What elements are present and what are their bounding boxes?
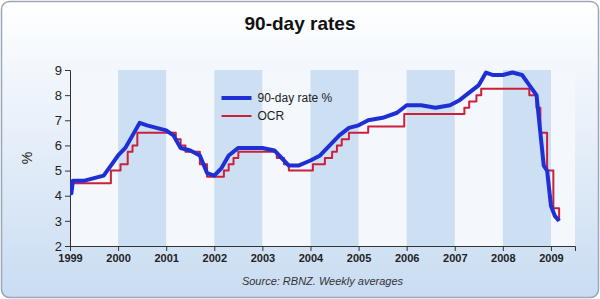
x-axis: 1999200020012002200320042005200620072008… (58, 246, 575, 264)
x-tick: 2006 (395, 246, 419, 264)
x-tick: 2002 (203, 246, 227, 264)
x-tick: 2000 (106, 246, 130, 264)
plot-area (70, 70, 575, 246)
x-tick-mark (455, 246, 456, 251)
lines (70, 73, 559, 221)
y-axis: 2 3 4 5 6 7 8 9 (55, 63, 71, 254)
chart-container: 90-day rates1999200020012002200320042005… (0, 0, 600, 299)
x-tick-label: 2007 (443, 252, 467, 264)
background (2, 2, 599, 298)
x-tick: 2009 (539, 246, 563, 264)
y-tick: 5 (55, 163, 70, 178)
x-tick-label: 2004 (299, 252, 324, 264)
y-tick-mark (65, 120, 70, 121)
x-tick-label: 2001 (154, 252, 178, 264)
y-tick-mark (65, 145, 70, 146)
x-tick-mark (407, 246, 408, 251)
x-tick: 2001 (154, 246, 178, 264)
y-tick: 9 (55, 63, 70, 78)
y-axis-title: % (19, 152, 35, 164)
x-tick-label: 2006 (395, 252, 419, 264)
legend-swatch (222, 96, 252, 100)
y-tick-label: 4 (55, 188, 62, 203)
x-tick-label: 2005 (347, 252, 371, 264)
y-tick-mark (65, 246, 70, 247)
x-tick: 2003 (251, 246, 275, 264)
y-tick: 6 (55, 138, 70, 153)
x-tick-mark (310, 246, 311, 251)
source-note: Source: RBNZ. Weekly averages (242, 275, 404, 287)
x-tick-mark (262, 246, 263, 251)
x-tick-label: 2008 (491, 252, 515, 264)
y-tick: 8 (55, 88, 70, 103)
x-tick-label: 2002 (203, 252, 227, 264)
y-tick-label: 9 (55, 63, 62, 78)
y-tick-mark (65, 171, 70, 172)
legend: 90-day rate % OCR (222, 91, 333, 123)
year-band (118, 70, 166, 246)
y-tick: 4 (55, 188, 70, 203)
y-tick-label: 6 (55, 138, 62, 153)
y-tick-mark (65, 95, 70, 96)
x-tick-mark (166, 246, 167, 251)
x-tick-mark (359, 246, 360, 251)
y-tick-label: 2 (55, 239, 62, 254)
x-tick: 2008 (491, 246, 515, 264)
y-tick-label: 3 (55, 214, 62, 229)
y-tick-mark (65, 196, 70, 197)
y-tick-label: 7 (55, 113, 62, 128)
legend-label: OCR (258, 109, 285, 123)
title: 90-day rates (245, 13, 356, 34)
legend-label: 90-day rate % (258, 91, 333, 105)
y-tick: 2 (55, 239, 70, 254)
series-line (70, 73, 559, 221)
series-line (70, 89, 559, 221)
x-axis-line (71, 247, 576, 252)
y-tick-mark (65, 70, 70, 71)
y-tick-label: 5 (55, 163, 62, 178)
x-tick: 2005 (347, 246, 371, 264)
x-tick-mark (118, 246, 119, 251)
y-tick-mark (65, 221, 70, 222)
x-tick-mark (551, 246, 552, 251)
x-tick-mark (214, 246, 215, 251)
year-band (407, 70, 455, 246)
x-tick: 2007 (443, 246, 467, 264)
y-tick: 3 (55, 214, 70, 229)
x-tick-label: 2000 (106, 252, 130, 264)
legend-swatch (222, 115, 252, 117)
x-tick-label: 2003 (251, 252, 275, 264)
y-axis-line (65, 71, 71, 247)
y-tick-label: 8 (55, 88, 62, 103)
x-tick: 2004 (299, 246, 324, 264)
x-tick-label: 2009 (539, 252, 563, 264)
bands (118, 70, 551, 246)
y-tick: 7 (55, 113, 70, 128)
x-tick-mark (503, 246, 504, 251)
chart-svg: 90-day rates1999200020012002200320042005… (0, 0, 600, 299)
